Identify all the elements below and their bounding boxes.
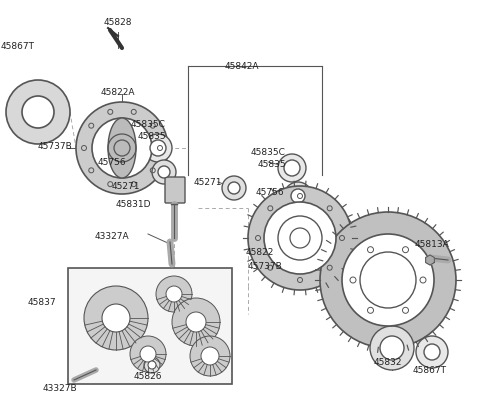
Circle shape — [278, 154, 306, 182]
Text: 45842A: 45842A — [225, 62, 259, 71]
Circle shape — [6, 80, 70, 144]
Circle shape — [284, 160, 300, 176]
Text: 45826: 45826 — [134, 372, 162, 381]
Text: 45867T: 45867T — [413, 366, 447, 375]
Circle shape — [102, 304, 130, 332]
Circle shape — [190, 336, 230, 376]
Text: 45837: 45837 — [28, 298, 56, 307]
Text: 45835: 45835 — [258, 160, 286, 169]
Polygon shape — [426, 255, 434, 265]
Circle shape — [222, 176, 246, 200]
Circle shape — [92, 118, 152, 178]
Text: 45835C: 45835C — [131, 120, 166, 129]
FancyBboxPatch shape — [165, 177, 185, 203]
Text: 45835: 45835 — [138, 132, 166, 141]
Circle shape — [291, 189, 305, 203]
Circle shape — [158, 166, 170, 178]
Text: 45813A: 45813A — [415, 240, 449, 249]
Text: 45831D: 45831D — [115, 200, 151, 209]
Text: 43327B: 43327B — [43, 384, 77, 393]
Circle shape — [152, 160, 176, 184]
Circle shape — [278, 216, 322, 260]
Circle shape — [284, 182, 312, 210]
Circle shape — [264, 202, 336, 274]
Circle shape — [268, 206, 332, 270]
Circle shape — [346, 238, 430, 322]
Text: 45271: 45271 — [112, 182, 140, 191]
Circle shape — [380, 336, 404, 360]
Circle shape — [172, 298, 220, 346]
Circle shape — [76, 102, 168, 194]
Text: 45737B: 45737B — [37, 142, 72, 151]
Text: 45822A: 45822A — [101, 88, 135, 97]
Circle shape — [248, 186, 352, 290]
Circle shape — [144, 134, 172, 162]
Circle shape — [201, 347, 219, 365]
Text: 45835C: 45835C — [251, 148, 286, 157]
Circle shape — [130, 336, 166, 372]
Circle shape — [84, 286, 148, 350]
Circle shape — [150, 140, 166, 156]
Circle shape — [282, 220, 318, 256]
Circle shape — [156, 276, 192, 312]
Circle shape — [290, 228, 310, 248]
Circle shape — [148, 361, 156, 369]
Circle shape — [360, 252, 416, 308]
Circle shape — [186, 312, 206, 332]
Circle shape — [166, 286, 182, 302]
Text: 45756: 45756 — [256, 188, 284, 197]
Text: 45828: 45828 — [104, 18, 132, 27]
Circle shape — [320, 212, 456, 348]
Circle shape — [416, 336, 448, 368]
Circle shape — [424, 344, 440, 360]
Circle shape — [144, 357, 160, 373]
Circle shape — [140, 346, 156, 362]
Bar — [68, 268, 232, 384]
Circle shape — [342, 234, 434, 326]
Text: 43327A: 43327A — [95, 232, 129, 241]
Circle shape — [22, 96, 54, 128]
Circle shape — [370, 326, 414, 370]
Text: 45271: 45271 — [194, 178, 222, 187]
Text: 45822: 45822 — [246, 248, 274, 257]
Text: 45737B: 45737B — [248, 262, 282, 271]
Circle shape — [228, 182, 240, 194]
Ellipse shape — [108, 118, 136, 178]
Text: 45832: 45832 — [374, 358, 402, 367]
Text: 45756: 45756 — [98, 158, 126, 167]
Text: 45867T: 45867T — [1, 42, 35, 51]
